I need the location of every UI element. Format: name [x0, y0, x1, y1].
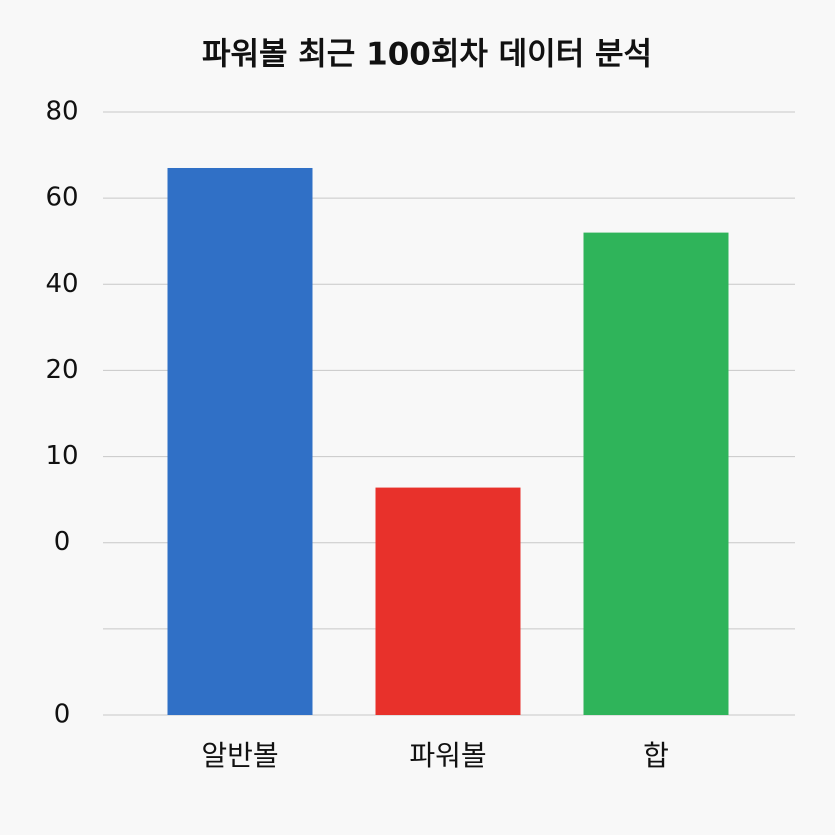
- bar: [583, 232, 729, 715]
- x-tick-label: 합: [643, 739, 669, 772]
- y-tick-label: 80: [45, 97, 78, 127]
- y-tick-label: 10: [45, 441, 78, 471]
- bar: [167, 167, 313, 715]
- chart-title: 파워볼 최근 100회차 데이터 분석: [202, 37, 652, 73]
- y-tick-label: 0: [54, 700, 71, 730]
- y-tick-label: 20: [45, 355, 78, 385]
- y-tick-label: 0: [54, 527, 71, 557]
- x-tick-label: 파워볼: [409, 739, 486, 772]
- bar: [375, 487, 521, 715]
- x-tick-label: 알반볼: [201, 739, 278, 772]
- y-tick-label: 60: [45, 183, 78, 213]
- y-tick-label: 40: [45, 269, 78, 299]
